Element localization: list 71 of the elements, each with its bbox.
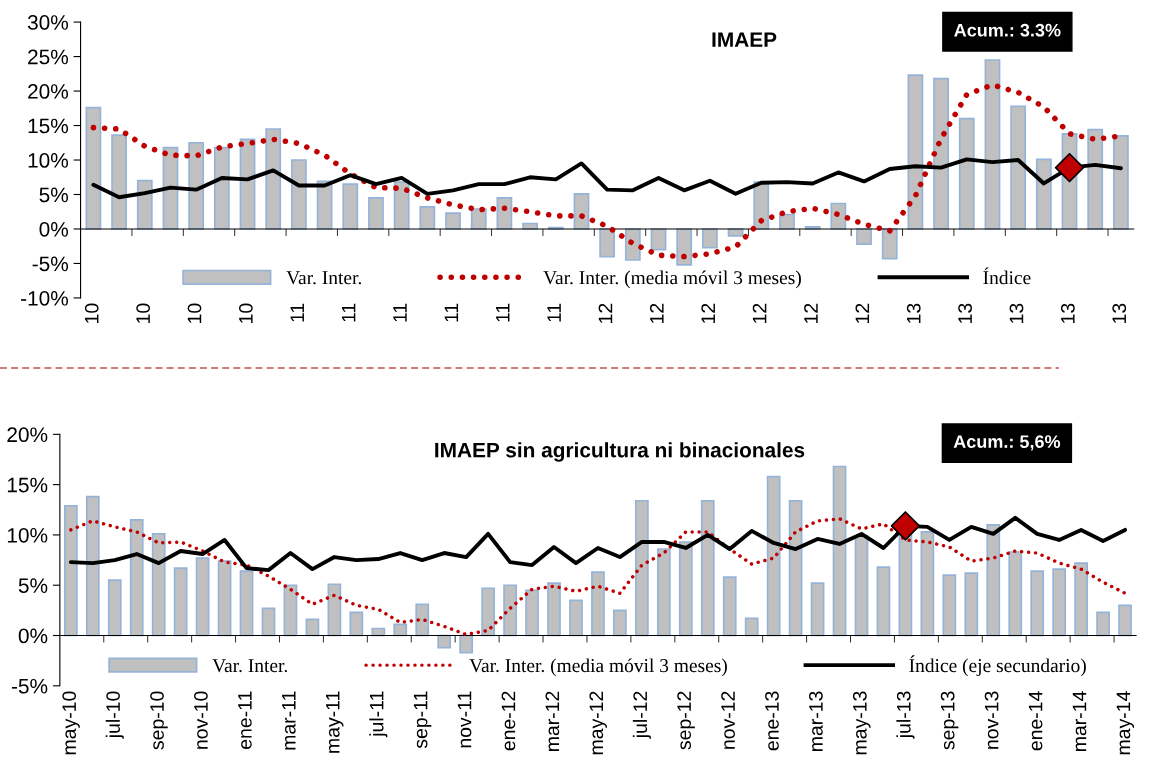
- y-tick-label: 20%: [7, 427, 48, 443]
- x-tick-label: 12: [649, 303, 664, 323]
- x-tick-label: sep-11: [413, 691, 432, 749]
- legend-label: Var. Inter.: [212, 659, 288, 673]
- x-tick-label: 13: [906, 303, 921, 323]
- x-tick-label: sep-10: [150, 691, 168, 750]
- x-tick-label: ene-14: [1028, 691, 1043, 751]
- y-tick-label: 15%: [7, 477, 48, 493]
- y-tick-label: -5%: [32, 256, 69, 272]
- x-tick-label: sep-13: [940, 691, 959, 750]
- x-tick-label: jul-10: [105, 691, 124, 739]
- x-tick-label: may-10: [62, 691, 80, 755]
- x-tick-label: mar-12: [545, 691, 560, 751]
- x-tick-label: sep-12: [677, 691, 695, 750]
- x-tick-label: mar-11: [282, 691, 296, 750]
- legend-label: Var. Inter.: [286, 271, 362, 285]
- x-tick-label: 11: [496, 303, 510, 322]
- annotation: Acum.: 3.3%: [954, 23, 1061, 37]
- x-tick-label: nov-10: [194, 691, 208, 749]
- x-tick-label: jul-13: [896, 691, 915, 739]
- x-tick-label: 13: [1112, 303, 1127, 323]
- x-tick-label: 13: [958, 303, 972, 323]
- y-tick-label: 15%: [28, 118, 69, 134]
- x-tick-label: 11: [393, 303, 407, 322]
- legend-label: Var. Inter. (media móvil 3 meses): [543, 270, 801, 289]
- x-tick-label: 12: [804, 303, 818, 323]
- x-tick-label: nov-12: [721, 691, 735, 749]
- x-tick-label: 12: [701, 303, 715, 323]
- x-tick-label: 12: [598, 303, 613, 323]
- y-tick-label: 5%: [18, 578, 48, 593]
- x-tick-label: 10: [187, 303, 202, 323]
- x-tick-label: 12: [855, 303, 870, 323]
- y-tick-label: 10%: [28, 153, 69, 168]
- x-tick-label: may-14: [1116, 691, 1135, 755]
- legend-label: Índice: [983, 267, 1031, 285]
- x-tick-label: 10: [136, 303, 151, 323]
- y-tick-label: 0%: [39, 221, 69, 237]
- x-tick-label: 10: [84, 303, 99, 323]
- x-tick-label: 11: [290, 303, 304, 322]
- x-tick-label: 12: [752, 303, 767, 323]
- y-tick-label: 20%: [28, 84, 69, 99]
- y-tick-label: 5%: [39, 187, 69, 203]
- x-tick-label: mar-14: [1072, 691, 1087, 751]
- legend-label: Var. Inter. (media móvil 3 meses): [469, 658, 727, 677]
- chart-title: IMAEP sin agricultura ni binacionales: [435, 442, 805, 462]
- x-tick-label: may-12: [589, 691, 608, 755]
- y-tick-label: -10%: [21, 290, 69, 306]
- legend-label: Índice (eje secundario): [909, 655, 1086, 677]
- y-tick-label: -5%: [11, 678, 48, 694]
- x-tick-label: nov-11: [457, 691, 472, 748]
- x-tick-label: 10: [238, 303, 253, 323]
- x-tick-label: jul-11: [369, 691, 388, 738]
- x-tick-label: 11: [547, 303, 561, 322]
- x-tick-label: may-11: [326, 691, 344, 753]
- y-tick-label: 0%: [18, 628, 48, 644]
- x-tick-label: ene-12: [501, 691, 516, 751]
- x-tick-label: 13: [1009, 303, 1024, 323]
- x-tick-label: may-13: [852, 691, 871, 755]
- x-tick-label: jul-12: [632, 691, 651, 739]
- x-tick-label: 13: [1060, 303, 1075, 323]
- x-tick-label: 11: [341, 303, 356, 322]
- annotation: Acum.: 5,6%: [953, 435, 1061, 451]
- y-tick-label: 25%: [28, 49, 69, 65]
- x-tick-label: 11: [444, 303, 459, 322]
- chart-title: IMAEP: [712, 32, 777, 47]
- x-tick-label: mar-13: [809, 691, 823, 751]
- y-tick-label: 30%: [27, 15, 69, 30]
- x-tick-label: ene-11: [238, 691, 252, 749]
- x-tick-label: ene-13: [765, 691, 779, 751]
- y-tick-label: 10%: [7, 527, 48, 543]
- x-tick-label: nov-13: [984, 691, 999, 749]
